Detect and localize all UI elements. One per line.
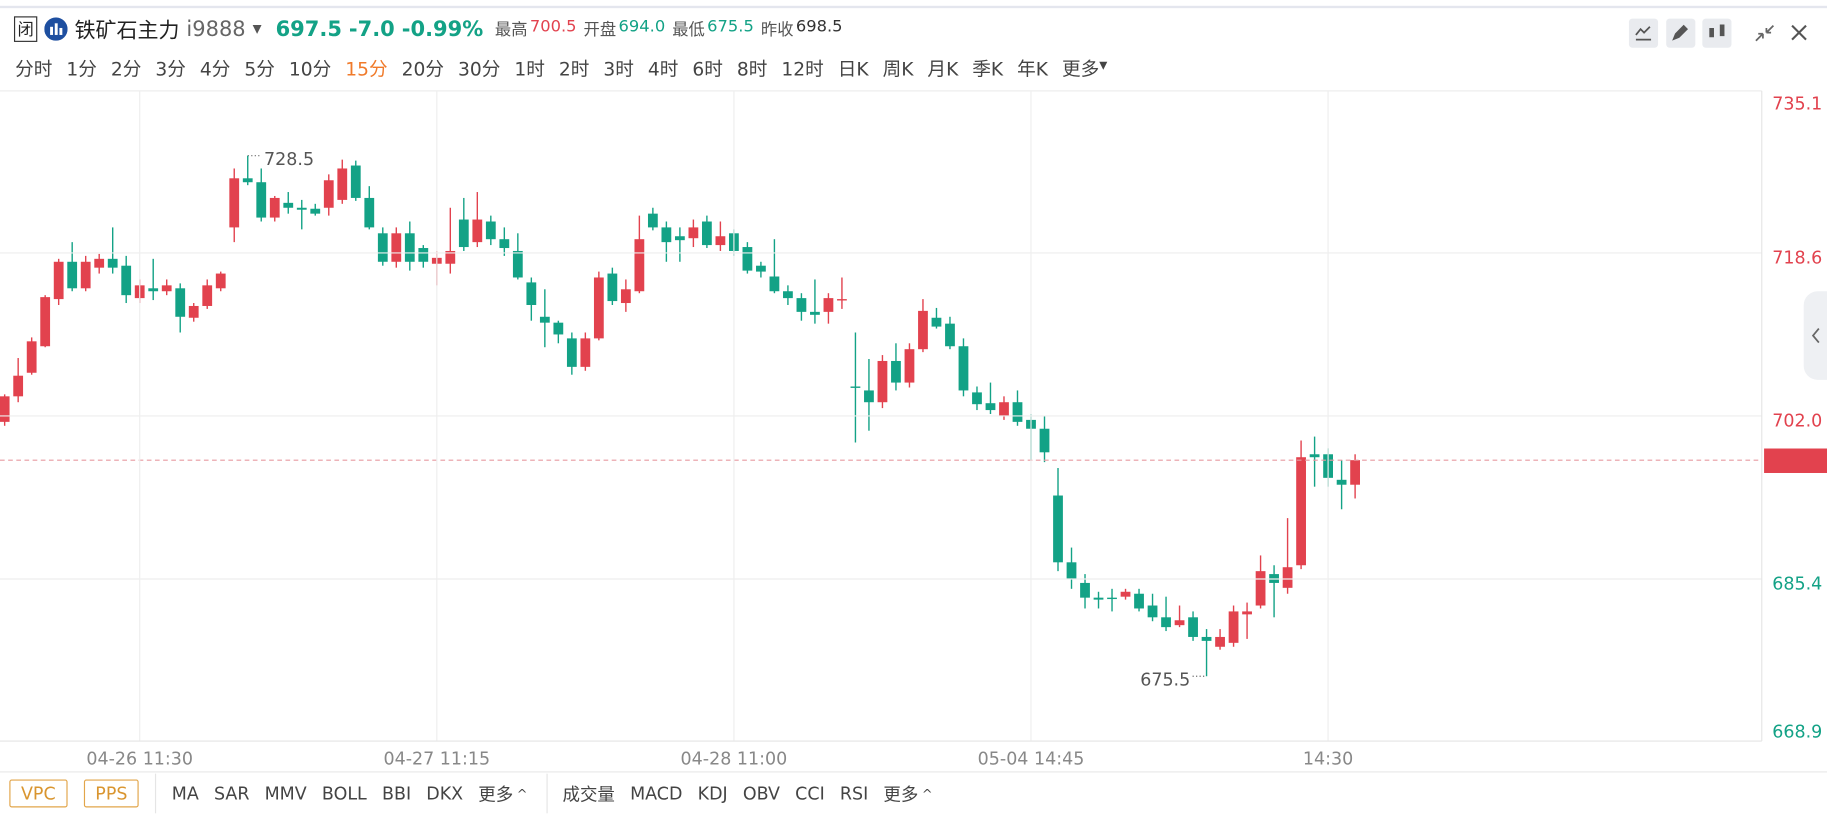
period-tab[interactable]: 15分 [345,58,388,81]
period-tab[interactable]: 3分 [155,58,186,81]
indicator[interactable]: MACD [630,783,683,804]
y-tick-label: 735.1 [1772,95,1822,115]
icon [1635,26,1652,41]
caret-up: ^ [921,785,933,802]
indicator[interactable]: 更多 [478,783,514,805]
indicator[interactable]: CCI [795,783,825,804]
y-tick-label: 668.9 [1772,723,1822,743]
side-tab[interactable] [1803,291,1827,380]
period-tab[interactable]: 周K [882,58,914,81]
period-tab[interactable]: 10分 [288,58,332,81]
price: 697.5 [275,16,342,42]
stat-value: 700.5 [529,17,577,37]
indicator[interactable]: BOLL [321,783,367,804]
low-label: 675.5 [1140,671,1190,691]
code[interactable]: i9888 [186,16,246,42]
high-label: 728.5 [264,150,314,170]
caret[interactable]: ▼ [252,22,262,36]
x-tick-label: 04-27 11:15 [383,749,490,769]
period-tab[interactable]: 4时 [647,58,679,81]
stat-label: 最高 [494,20,528,40]
period-tab[interactable]: 3时 [603,58,634,81]
period-tab[interactable]: 4分 [199,58,231,81]
indicator[interactable]: SAR [213,783,250,804]
x-tick-label: 14:30 [1303,749,1353,769]
stat-label: 开盘 [583,20,617,40]
indicator[interactable]: DKX [426,783,464,804]
indicator-bar: VPC PPS MA SAR MMV BOLL BBI DKX 更多 ^ 成交量 MACD KDJ OBV… [0,771,1827,814]
caret: ▼ [1099,60,1108,73]
top-rule [0,5,1827,9]
indicator[interactable]: BBI [381,783,412,804]
y-tick-label: 702.0 [1772,411,1822,431]
period-tab[interactable]: 6时 [692,58,723,81]
toolbar-icons [1628,18,1827,380]
y-tick-label: 685.4 [1772,574,1822,594]
period-tab[interactable]: 8时 [736,58,768,81]
name: 铁矿石主力 [74,18,180,44]
indicator[interactable]: OBV [742,783,781,804]
change: -7.0 [348,16,395,42]
icon [1672,24,1689,41]
stat-value: 675.5 [707,17,754,37]
status: 闭 [13,16,38,42]
period-tab[interactable]: 分时 [15,58,53,81]
separator [155,773,157,814]
icon [1709,24,1725,38]
period-tab[interactable]: 20分 [401,58,445,81]
boxed-button[interactable]: PPS [83,779,140,808]
header: 闭 铁矿石主力 i9888 ▼ 697.5 -7.0 -0.99% 最高 700.… [13,14,843,44]
period-tab[interactable]: 2分 [110,58,142,81]
indicator[interactable]: RSI [839,783,869,804]
period-tab[interactable]: 日K [837,58,869,81]
logo [44,17,68,41]
period-tab[interactable]: 季K [972,58,1004,81]
side-arrow [1811,328,1820,344]
stat-value: 694.0 [618,17,666,37]
period-tab[interactable]: 1分 [66,58,97,81]
boxed-button[interactable]: VPC [9,779,68,808]
separator [546,773,548,814]
period-tab[interactable]: 更多 [1062,58,1100,81]
y-tick-label: 718.6 [1772,248,1822,268]
stat-label: 最低 [672,20,705,40]
indicator[interactable]: MMV [264,783,307,804]
x-tick-label: 04-28 11:00 [681,749,788,769]
x-tick-label: 05-04 14:45 [978,749,1085,769]
period-tab[interactable]: 30分 [458,58,501,81]
period-tab[interactable]: 月K [927,58,959,81]
icon-button[interactable] [1702,18,1732,48]
x-tick-label: 04-26 11:30 [86,749,193,769]
icon-close[interactable] [1791,24,1807,41]
period-tabs: 分时 1分 2分 3分 4分 5分 10分 15分 20分 30分 1时 2时 3时 4时 6时 8时 12时日… [15,54,1107,82]
change-pct: -0.99% [401,16,484,42]
icon-collapse[interactable] [1755,25,1775,42]
indicator[interactable]: 成交量 [562,783,615,805]
last-price-box [1764,448,1827,473]
stat-label: 昨收 [760,20,794,40]
stat-value: 698.5 [795,17,843,37]
stats: 最高 700.5 开盘 694.0 最低 675.5 昨收 698.5 [490,17,843,40]
period-tab[interactable]: 12时 [781,58,824,81]
caret-up: ^ [516,785,528,802]
period-tab[interactable]: 2时 [558,58,590,81]
period-tab[interactable]: 1时 [514,58,545,81]
indicator[interactable]: MA [171,783,199,804]
indicator[interactable]: KDJ [697,783,728,804]
indicator[interactable]: 更多 [883,783,919,805]
period-tab[interactable]: 年K [1017,58,1049,81]
period-tab[interactable]: 5分 [244,58,275,81]
